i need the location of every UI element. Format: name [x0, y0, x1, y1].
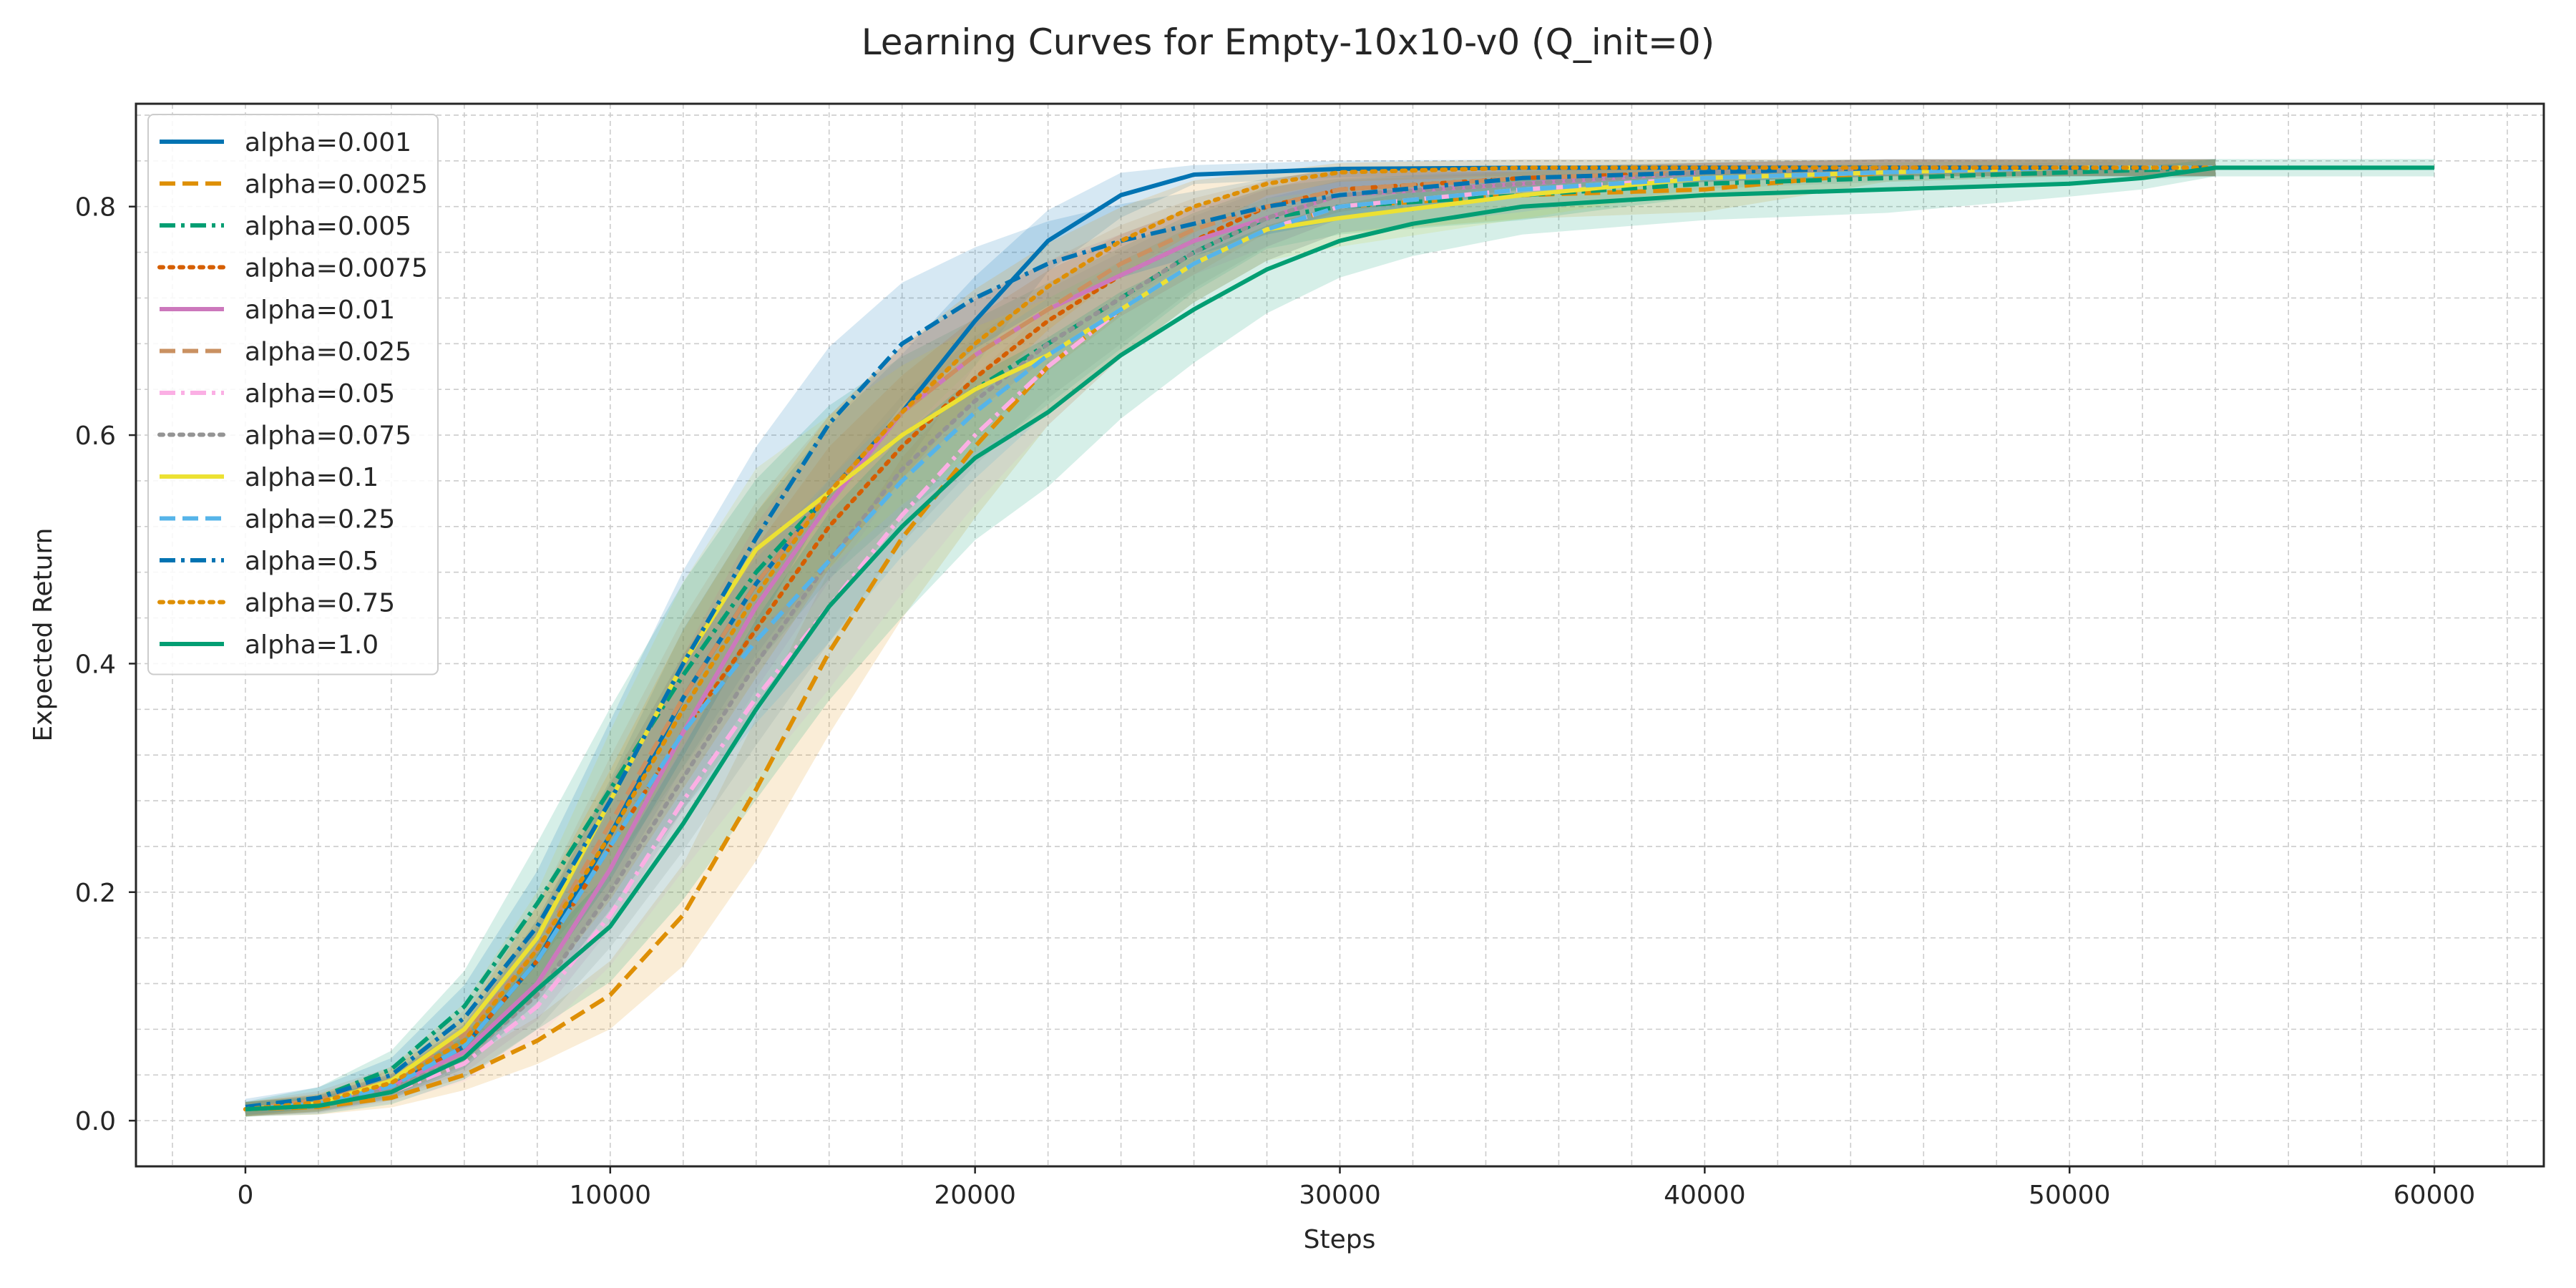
series-line	[245, 165, 2216, 1112]
y-axis-label: Expected Return	[29, 528, 58, 742]
legend: alpha=0.001 alpha=0.0025 alpha=0.005 alpha=…	[147, 114, 439, 675]
confidence-band-layer	[245, 159, 2434, 1117]
legend-label: alpha=0.1	[245, 463, 379, 492]
legend-label: alpha=0.0025	[245, 170, 428, 200]
confidence-band	[245, 159, 2216, 1116]
y-tick-label: 0.4	[75, 650, 116, 679]
plot-area	[135, 102, 2545, 1168]
legend-label: alpha=0.005	[245, 212, 411, 241]
legend-label: alpha=0.05	[245, 379, 395, 409]
y-tick-label: 0.2	[75, 879, 116, 908]
series-line	[245, 165, 2216, 1112]
x-tick-label: 60000	[2394, 1181, 2476, 1210]
legend-label: alpha=1.0	[245, 630, 379, 660]
confidence-band	[245, 159, 2216, 1117]
y-tick-label: 0.0	[75, 1107, 116, 1136]
series-line	[245, 165, 2434, 1112]
y-tick-label: 0.8	[75, 193, 116, 223]
legend-label: alpha=0.01	[245, 296, 395, 325]
series-line-layer	[243, 165, 2434, 1112]
legend-label: alpha=0.075	[245, 421, 411, 451]
series-line	[245, 165, 2216, 1109]
y-tick-label: 0.6	[75, 421, 116, 451]
chart-title: Learning Curves for Empty-10x10-v0 (Q_in…	[862, 21, 1714, 63]
series-line	[245, 165, 2216, 1112]
x-tick-label: 20000	[934, 1181, 1016, 1210]
legend-label: alpha=0.75	[245, 589, 395, 618]
x-tick-label: 50000	[2029, 1181, 2111, 1210]
legend-label: alpha=0.001	[245, 128, 411, 157]
legend-label: alpha=0.0075	[245, 254, 428, 283]
x-tick-label: 30000	[1299, 1181, 1381, 1210]
x-tick-label: 0	[238, 1181, 254, 1210]
tick-layer: 0 10000 20000 30000 40000 50000 60000 0.0 0.2 0.4…	[75, 193, 2476, 1210]
series-line	[243, 165, 2218, 1112]
legend-label: alpha=0.025	[245, 338, 411, 367]
x-tick-label: 40000	[1664, 1181, 1746, 1210]
confidence-band	[245, 159, 2216, 1117]
legend-label: alpha=0.5	[245, 547, 379, 576]
legend-frame	[147, 114, 439, 675]
x-axis-label: Steps	[1304, 1225, 1376, 1254]
legend-label: alpha=0.25	[245, 505, 395, 535]
x-tick-label: 10000	[570, 1181, 652, 1210]
grid-layer	[136, 104, 2544, 1166]
